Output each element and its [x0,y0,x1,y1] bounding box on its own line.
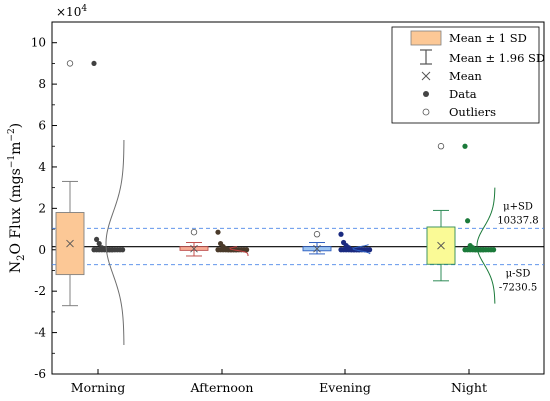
legend-whisker-symbol [420,49,432,65]
data-point [338,231,344,237]
mean-marker [437,241,445,250]
y-axis-ticks: -6 -4 -2 0 2 4 6 8 10 [31,36,57,381]
y-tick-label: 0 [38,243,46,257]
legend-label-outliers: Outliers [449,105,496,119]
reference-line-name: μ+SD [503,201,533,212]
reference-line-value: -7230.5 [499,283,537,294]
y-tick-label: -2 [34,284,46,298]
data-point [215,229,221,235]
data-point [367,247,373,253]
box-group-morning [55,60,126,346]
x-category-label: Afternoon [190,380,254,395]
legend-label-mean: Mean [449,69,482,83]
reference-line-name: μ-SD [506,269,531,280]
mean-marker [190,244,198,253]
outlier-point [437,143,445,150]
x-category-label: Night [451,380,487,395]
legend-mean-symbol [421,71,431,81]
y-tick-label: 6 [38,119,46,133]
legend-label-data: Data [449,87,477,101]
plot-frame [51,21,545,375]
reference-line-value: 10337.8 [497,215,538,226]
legend-outlier-symbol [422,108,430,116]
data-point [96,240,102,247]
data-point [120,247,126,253]
distribution-curve [229,246,249,256]
outlier-point [190,228,198,236]
legend-box-symbol [410,30,442,46]
y-tick-label: 2 [38,201,46,215]
data-point [480,247,486,253]
legend-data-symbol [423,91,429,97]
y-tick-label: 8 [38,77,46,91]
y-exponent-label: ×104 [56,4,87,19]
x-category-label: Evening [319,380,371,395]
distribution-curve [476,187,496,304]
y-tick-label: -4 [34,326,46,340]
distribution-curve [352,244,371,255]
y-tick-label: 4 [38,160,46,174]
data-point [94,236,100,243]
y-tick-label: 10 [31,36,46,50]
data-point [109,247,115,253]
y-axis-label: N2O Flux (mgs−1m−2) [7,123,27,273]
distribution-curve [105,140,125,346]
outlier-point [66,60,74,67]
outlier-point [313,231,321,238]
legend: Mean ± 1 SD Mean ± 1.96 SD Mean Data Out… [391,26,545,124]
data-point [91,60,97,67]
mean-marker [66,239,74,248]
x-category-label: Morning [71,380,125,395]
data-point [462,143,468,149]
box-group-afternoon [179,228,250,257]
mean-marker [313,244,321,253]
x-axis-categories: Morning Afternoon Evening Night [71,369,487,395]
legend-label-mean-sd: Mean ± 1 SD [449,31,527,45]
data-point [491,247,497,253]
data-point [465,218,471,224]
legend-label-mean-196sd: Mean ± 1.96 SD [449,51,545,65]
box-group-evening [302,231,373,255]
reference-lines: μ+SD 10337.8 μ-SD -7230.5 [52,201,544,294]
y-tick-label: -6 [34,367,46,381]
box-group-night [426,143,497,304]
data-point [244,247,250,253]
data-layer [52,60,544,346]
